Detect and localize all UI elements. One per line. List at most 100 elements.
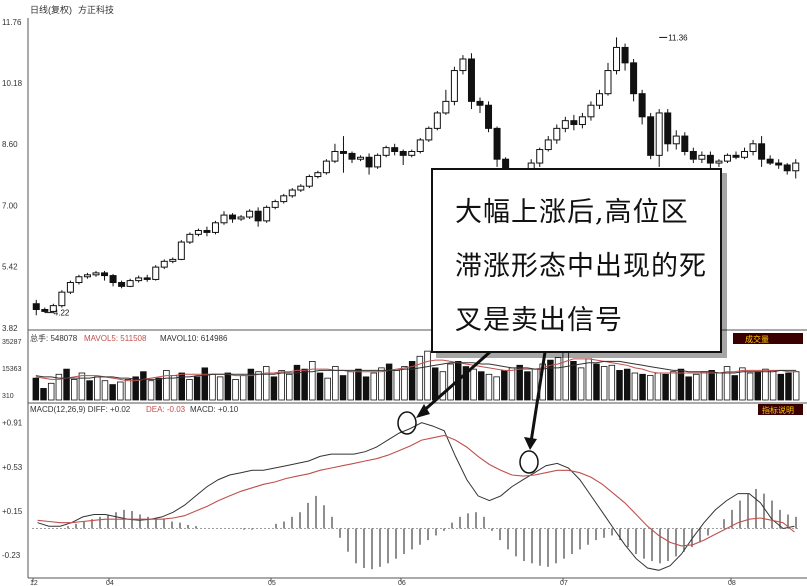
candle bbox=[485, 101, 493, 133]
candle-body bbox=[194, 229, 202, 235]
volume-axis-ticks: 35287 15363 310 bbox=[2, 339, 22, 400]
candle bbox=[723, 153, 731, 164]
macd-tick-label: +0.91 bbox=[2, 419, 23, 428]
candle-body bbox=[271, 201, 279, 208]
candle-body bbox=[630, 62, 638, 95]
candle-body bbox=[613, 46, 621, 72]
volume-ma-lines bbox=[35, 358, 797, 382]
candle bbox=[186, 232, 194, 244]
candle bbox=[41, 307, 49, 313]
candle bbox=[391, 143, 399, 156]
volume-bar bbox=[524, 371, 531, 401]
volume-bar bbox=[424, 350, 431, 401]
candle bbox=[681, 132, 689, 156]
volume-bar bbox=[132, 376, 139, 401]
candle-body bbox=[339, 150, 347, 154]
chart-title: 日线(复权) bbox=[30, 4, 72, 15]
candle bbox=[442, 89, 450, 115]
volume-bar bbox=[670, 371, 677, 401]
volume-tick-label: 15363 bbox=[2, 366, 22, 373]
volume-bar bbox=[170, 375, 178, 401]
candle-body bbox=[433, 112, 441, 129]
candle bbox=[297, 184, 305, 192]
candle-body bbox=[83, 274, 91, 278]
volume-bar bbox=[370, 372, 378, 401]
candle-body bbox=[263, 206, 271, 222]
volume-badge[interactable] bbox=[733, 333, 803, 344]
volume-bar bbox=[247, 368, 255, 401]
candle bbox=[561, 116, 569, 133]
candle bbox=[630, 58, 638, 102]
death-cross-marker-1 bbox=[397, 411, 417, 435]
candle bbox=[322, 159, 330, 175]
candle-body bbox=[408, 150, 416, 156]
candle bbox=[450, 66, 458, 106]
candle-body bbox=[425, 127, 433, 141]
candle bbox=[433, 111, 441, 131]
candle bbox=[664, 109, 672, 152]
candle-body bbox=[75, 276, 83, 284]
candle-body bbox=[126, 280, 134, 287]
candle bbox=[246, 209, 254, 219]
x-tick-label: 06 bbox=[398, 580, 406, 586]
volume-bar bbox=[470, 368, 477, 401]
candle bbox=[647, 112, 655, 160]
candle bbox=[587, 101, 595, 121]
volume-bar bbox=[600, 366, 608, 401]
candle bbox=[288, 188, 296, 198]
volume-bar bbox=[501, 370, 508, 401]
volume-bar bbox=[447, 363, 454, 401]
candle-body bbox=[544, 139, 552, 151]
candle-body bbox=[655, 112, 663, 156]
candle bbox=[758, 136, 766, 167]
price-annotations: 4.22 11.36 bbox=[44, 33, 688, 318]
volume-bar bbox=[554, 357, 562, 401]
arrow-head-1 bbox=[416, 404, 430, 418]
volume-bar bbox=[332, 366, 339, 401]
candle bbox=[741, 147, 749, 160]
candle bbox=[271, 199, 279, 210]
candle bbox=[32, 299, 40, 316]
macd-tick-label: +0.53 bbox=[2, 463, 23, 472]
candle-body bbox=[314, 172, 322, 178]
candle-body bbox=[186, 233, 194, 243]
volume-bar bbox=[140, 371, 147, 401]
death-cross-marker-2 bbox=[519, 450, 539, 474]
volume-tick-label: 35287 bbox=[2, 339, 22, 346]
candle bbox=[126, 278, 134, 288]
volume-bar bbox=[355, 368, 362, 401]
volume-bar bbox=[654, 372, 662, 401]
candle bbox=[544, 136, 552, 152]
price-annotation-label: 11.36 bbox=[668, 33, 688, 42]
candle-body bbox=[715, 160, 723, 164]
candle-body bbox=[382, 147, 390, 156]
candle-body bbox=[237, 216, 245, 220]
volume-bar bbox=[186, 379, 193, 401]
candle-body bbox=[689, 150, 697, 160]
candle-body bbox=[365, 156, 373, 168]
volume-bar bbox=[631, 372, 639, 401]
candle bbox=[160, 259, 168, 270]
price-axis-ticks: 11.76 10.18 8.60 7.00 5.42 3.82 bbox=[2, 18, 23, 333]
x-tick-label: 07 bbox=[560, 580, 568, 586]
candle bbox=[689, 147, 697, 164]
candle-body bbox=[647, 116, 655, 156]
volume-bar bbox=[47, 382, 55, 401]
volume-bar bbox=[155, 377, 162, 401]
volume-bar bbox=[777, 373, 785, 401]
volume-bar bbox=[700, 371, 708, 401]
volume-bar bbox=[163, 370, 170, 401]
candle-body bbox=[169, 258, 177, 262]
candle-body bbox=[322, 160, 330, 174]
macd-badge[interactable] bbox=[758, 404, 803, 415]
x-axis-labels: 12 04 05 06 07 08 bbox=[30, 578, 736, 586]
volume-bar bbox=[762, 368, 769, 401]
x-tick-label: 12 bbox=[30, 580, 38, 586]
volume-bar bbox=[485, 373, 493, 401]
candle-body bbox=[297, 185, 305, 191]
volume-bar bbox=[262, 366, 270, 401]
volume-bar bbox=[478, 371, 485, 401]
candle bbox=[83, 272, 91, 279]
volume-bar bbox=[393, 370, 401, 401]
volume-bar bbox=[616, 370, 623, 401]
